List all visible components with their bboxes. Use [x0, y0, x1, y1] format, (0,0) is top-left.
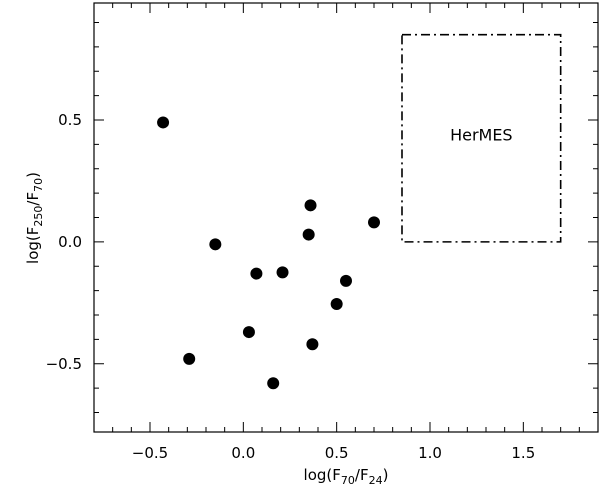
plot-frame: [93, 2, 599, 433]
data-point: [340, 274, 352, 287]
data-points: [157, 116, 380, 390]
data-point: [157, 116, 170, 129]
data-point: [209, 238, 222, 251]
y-axis-title: log(F250/F70): [24, 172, 45, 264]
data-point: [250, 267, 263, 280]
x-title-sub1: 70: [341, 474, 355, 487]
data-point: [183, 352, 196, 365]
hermes-region-box: [401, 33, 562, 243]
data-point: [242, 326, 255, 339]
y-title-suffix: ): [24, 172, 42, 178]
y-title-sub2: 70: [32, 178, 45, 192]
x-tick-label: 0.0: [231, 444, 255, 462]
data-point: [330, 298, 343, 311]
axis-ticks: [93, 3, 599, 432]
x-tick-label: 1.5: [511, 444, 535, 462]
x-title-suffix: ): [383, 466, 389, 484]
x-tick-label: −0.5: [132, 444, 168, 462]
data-point: [368, 216, 380, 229]
y-tick-label: 0.5: [58, 111, 82, 129]
y-title-prefix: log(F: [24, 227, 42, 264]
data-point: [306, 338, 319, 351]
x-title-prefix: log(F: [304, 466, 341, 484]
y-tick-labels: −0.5 0.0 0.5: [46, 111, 82, 373]
hermes-label: HerMES: [450, 125, 513, 144]
y-tick-label: −0.5: [46, 355, 82, 373]
x-tick-label: 1.0: [418, 444, 442, 462]
data-point: [302, 228, 315, 241]
x-title-sub2: 24: [369, 474, 383, 487]
data-point: [267, 377, 280, 390]
y-title-sub1: 250: [32, 206, 45, 227]
data-point: [304, 199, 317, 212]
x-title-mid: /F: [355, 466, 369, 484]
y-title-mid: /F: [24, 192, 42, 206]
x-tick-labels: −0.5 0.0 0.5 1.0 1.5: [132, 444, 535, 462]
x-axis-title: log(F70/F24): [304, 466, 389, 487]
data-point: [276, 266, 289, 279]
y-tick-label: 0.0: [58, 233, 82, 251]
x-tick-label: 0.5: [325, 444, 349, 462]
